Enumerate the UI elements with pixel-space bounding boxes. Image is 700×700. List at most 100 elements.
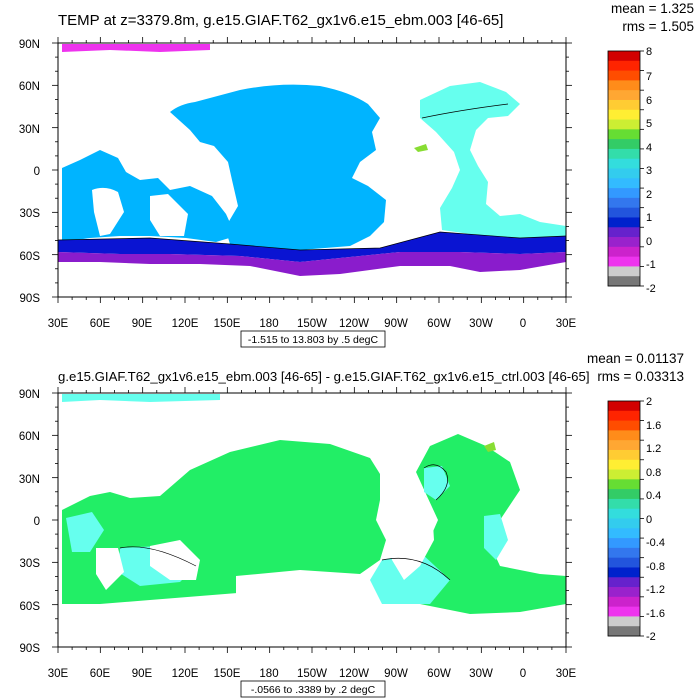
colorbar-swatch — [608, 538, 640, 549]
colorbar-swatch — [608, 256, 640, 267]
lon-label: 0 — [520, 318, 526, 330]
lon-label: 150E — [214, 318, 241, 330]
land-antarctic-cut — [236, 570, 372, 600]
lon-label: 0 — [520, 668, 526, 680]
colorbar-swatch — [608, 557, 640, 568]
colorbar-label: -2 — [646, 631, 656, 643]
colorbar-swatch — [608, 119, 640, 130]
bottom-lat-labels: 90N 60N 30N 0 30S 60S 90S — [19, 389, 40, 655]
colorbar-swatch — [608, 567, 640, 578]
top-ticks — [52, 37, 572, 303]
bottom-lon-labels: 30E 60E 90E 120E 150E 180 150W 120W 90W … — [48, 668, 577, 680]
top-colorbar-labels: 8 7 6 5 4 3 2 1 0 -1 -2 — [646, 46, 656, 295]
top-lat-labels: 90N 60N 30N 0 30S 60S 90S — [19, 39, 40, 305]
colorbar-swatch — [608, 616, 640, 627]
lat-label: 0 — [34, 166, 40, 178]
bottom-rms: rms = 0.03313 — [597, 369, 684, 384]
colorbar-swatch — [608, 449, 640, 461]
lon-label: 180 — [259, 318, 278, 330]
colorbar-label: -0.4 — [646, 537, 665, 549]
bottom-panel: g.e15.GIAF.T62_gx1v6.e15_ebm.003 [46-65]… — [19, 351, 684, 698]
colorbar-swatch — [608, 626, 640, 637]
land-africa-cut — [92, 187, 124, 236]
colorbar-label: 0.8 — [646, 467, 661, 479]
colorbar-swatch — [608, 410, 640, 421]
lat-label: 60N — [19, 431, 40, 443]
colorbar-label: 0.4 — [646, 490, 661, 502]
colorbar-swatch — [608, 498, 640, 510]
colorbar-swatch — [608, 508, 640, 519]
lon-label: 60W — [427, 668, 451, 680]
colorbar-swatch — [608, 440, 640, 451]
colorbar-label: 4 — [646, 142, 652, 154]
top-lon-labels: 30E 60E 90E 120E 150E 180 150W 120W 90W … — [48, 318, 577, 330]
patch-yellow-green — [414, 144, 428, 152]
colorbar-swatch — [608, 168, 640, 179]
colorbar-label: -1.2 — [646, 584, 665, 596]
southern-violet-band — [58, 252, 566, 276]
colorbar-label: 8 — [646, 46, 652, 58]
top-rms: rms = 1.505 — [622, 19, 694, 34]
bottom-range-box — [240, 680, 386, 698]
lat-label: 30N — [19, 124, 40, 136]
lon-label: 60E — [90, 318, 111, 330]
lat-label: 90S — [20, 293, 41, 305]
lon-label: 150W — [297, 668, 327, 680]
colorbar-swatch — [608, 469, 640, 480]
lon-label: 180 — [259, 668, 278, 680]
lon-label: 120W — [339, 318, 369, 330]
lon-label: 90E — [132, 668, 153, 680]
lon-label: 60E — [90, 668, 111, 680]
colorbar-swatch — [608, 420, 640, 431]
cyan-region-equatorial-atlantic — [484, 514, 508, 560]
lat-label: 30S — [20, 558, 41, 570]
lon-label: 90E — [132, 318, 153, 330]
top-range-text: -1.515 to 13.803 by .5 degC — [248, 334, 379, 346]
colorbar-swatch — [608, 401, 640, 412]
cyan-region-south-atlantic — [370, 552, 450, 604]
colorbar-swatch — [608, 577, 640, 588]
colorbar-label: 2 — [646, 189, 652, 201]
contour-bottom-3 — [381, 557, 451, 581]
colorbar-label: 6 — [646, 95, 652, 107]
colorbar-label: 2 — [646, 396, 652, 408]
colorbar-swatch — [608, 217, 640, 228]
colorbar-label: 1.6 — [646, 420, 661, 432]
colorbar-label: 5 — [646, 118, 652, 130]
lat-label: 60S — [20, 251, 41, 263]
top-title: TEMP at z=3379.8m, g.e15.GIAF.T62_gx1v6.… — [58, 12, 503, 29]
colorbar-swatch — [608, 430, 640, 441]
colorbar-swatch — [608, 70, 640, 81]
lat-label: 60S — [20, 601, 41, 613]
colorbar-label: 7 — [646, 71, 652, 83]
colorbar-swatch — [608, 188, 640, 199]
lon-label: 150W — [297, 318, 327, 330]
colorbar-swatch — [608, 60, 640, 71]
pacific-basin — [170, 84, 386, 251]
colorbar-swatch — [608, 596, 640, 608]
contour-bottom-2 — [119, 546, 197, 567]
arctic-strip — [62, 44, 210, 52]
colorbar-swatch — [608, 80, 640, 91]
bottom-title: g.e15.GIAF.T62_gx1v6.e15_ebm.003 [46-65]… — [58, 369, 590, 384]
patch-yellow-green-bottom — [484, 442, 496, 452]
bottom-mean: mean = 0.01137 — [587, 351, 684, 366]
lon-label: 30W — [469, 668, 493, 680]
lat-label: 90N — [19, 39, 40, 51]
top-colorbar — [607, 50, 644, 287]
lat-label: 30N — [19, 474, 40, 486]
colorbar-label: -0.8 — [646, 561, 665, 573]
colorbar-swatch — [608, 158, 640, 169]
lon-label: 150E — [214, 668, 241, 680]
land-australia-bottom — [150, 540, 200, 580]
lon-label: 30E — [556, 668, 577, 680]
colorbar-label: 3 — [646, 165, 652, 177]
colorbar-label: -2 — [646, 283, 656, 295]
lon-label: 30W — [469, 318, 493, 330]
lat-label: 60N — [19, 81, 40, 93]
atlantic-basin — [420, 82, 566, 240]
colorbar-swatch — [608, 479, 640, 490]
bottom-map-field — [58, 393, 566, 647]
bottom-range-text: -.0566 to .3389 by .2 degC — [251, 684, 376, 696]
contour-0 — [58, 231, 566, 251]
